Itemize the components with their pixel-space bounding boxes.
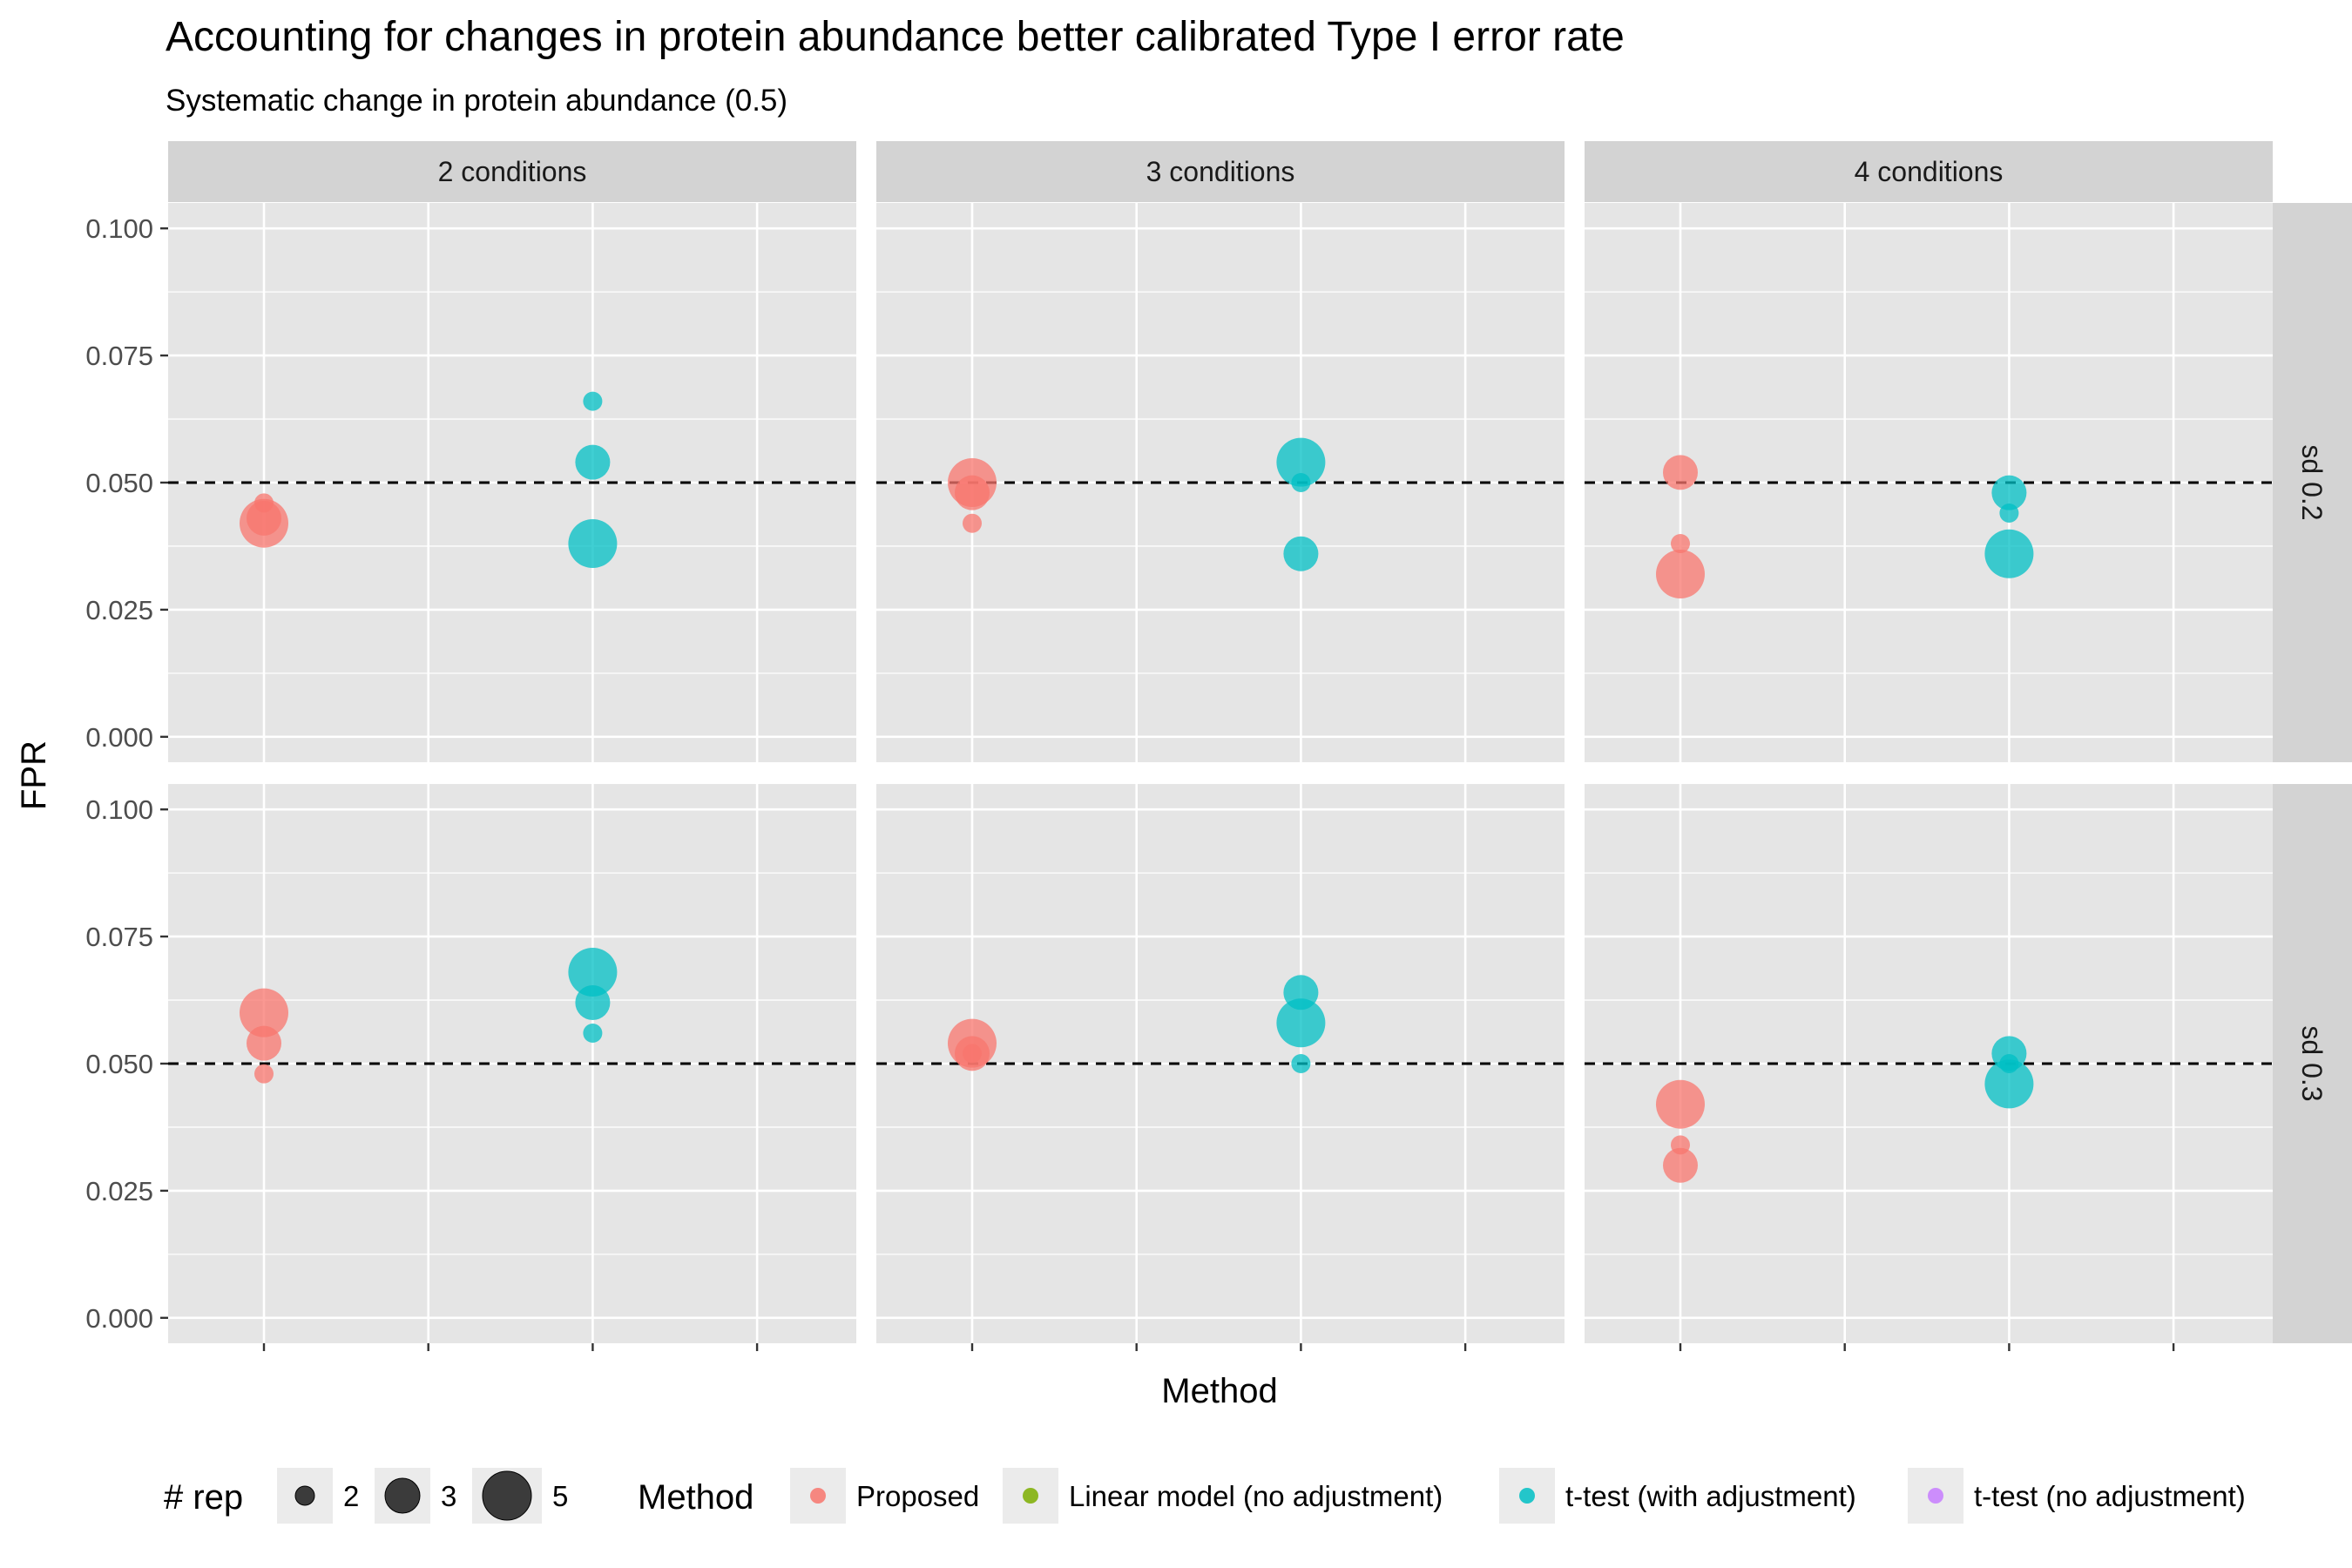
data-point (254, 493, 274, 513)
color-legend-label: Linear model (no adjustment) (1069, 1480, 1443, 1512)
data-point (1276, 437, 1326, 487)
column-strip-label: 4 conditions (1855, 156, 2004, 187)
y-axis: 0.000 0.025 0.050 0.075 0.100 0.000 0.025 0.050… (85, 213, 168, 1334)
data-point (575, 444, 611, 480)
row-strip-background (2272, 203, 2352, 762)
data-point (1999, 504, 2019, 524)
row-strip: sd 0.2 (2272, 203, 2352, 762)
facet-panel (1585, 784, 2273, 1343)
size-legend-keys: 2 3 5 (277, 1468, 568, 1524)
color-legend-title: Method (638, 1478, 754, 1517)
color-legend-symbol (1519, 1488, 1535, 1504)
data-point (963, 1044, 982, 1064)
size-legend-title: # rep (164, 1478, 243, 1517)
data-point (583, 391, 603, 411)
facet-panel (876, 203, 1565, 762)
size-legend-item: 3 (375, 1468, 456, 1524)
y-tick-label: 0.025 (85, 595, 153, 625)
color-legend-symbol (810, 1488, 826, 1504)
facet-panel (168, 784, 856, 1343)
y-tick-label: 0.050 (85, 1049, 153, 1079)
data-point (568, 947, 618, 997)
data-point (1656, 1079, 1705, 1129)
size-legend-symbol (482, 1470, 532, 1521)
chart-subtitle: Systematic change in protein abundance (… (166, 84, 787, 118)
color-legend-symbol (1023, 1488, 1038, 1504)
data-point (1291, 473, 1311, 492)
x-axis-title: Method (1161, 1372, 1277, 1410)
size-legend-item: 5 (472, 1468, 568, 1524)
data-point (1671, 1135, 1690, 1155)
data-point (1276, 998, 1326, 1048)
column-strip-background (876, 141, 1565, 202)
color-legend-item: Linear model (no adjustment) (1003, 1468, 1443, 1524)
size-legend-item: 2 (277, 1468, 359, 1524)
y-tick-label: 0.025 (85, 1176, 153, 1206)
data-point (254, 1064, 274, 1084)
data-point (247, 500, 281, 536)
column-strip: 2 conditions (168, 141, 856, 202)
size-legend-label: 3 (441, 1480, 456, 1512)
column-strip: 3 conditions (876, 141, 1565, 202)
row-strip-background (2272, 784, 2352, 1343)
color-legend-item: Proposed (790, 1468, 979, 1524)
color-legend-keys: Proposed Linear model (no adjustment) t-te… (790, 1468, 2246, 1524)
data-point (1663, 455, 1698, 490)
data-point (568, 519, 618, 569)
data-point (240, 988, 288, 1037)
color-legend-item: t-test (with adjustment) (1499, 1468, 1856, 1524)
size-legend-label: 5 (552, 1480, 568, 1512)
column-strip-label: 2 conditions (438, 156, 587, 187)
color-legend-label: t-test (with adjustment) (1565, 1480, 1856, 1512)
y-tick-label: 0.050 (85, 468, 153, 498)
size-legend-label: 2 (343, 1480, 359, 1512)
y-tick-label: 0.075 (85, 922, 153, 952)
data-point (1291, 1054, 1311, 1073)
data-point (1991, 475, 2027, 510)
data-point (1663, 1147, 1698, 1183)
color-legend-symbol (1928, 1488, 1943, 1504)
legend: # rep Method 2 3 5 Proposed Linear model (n… (164, 1468, 2246, 1524)
data-point (583, 1023, 603, 1043)
size-legend-symbol (294, 1485, 315, 1506)
y-tick-label: 0.000 (85, 722, 153, 753)
row-strip: sd 0.3 (2272, 784, 2352, 1343)
y-tick-label: 0.075 (85, 341, 153, 371)
x-axis (262, 1343, 2175, 1351)
facet-panels: 2 conditions 3 conditions 4 conditions sd 0… (85, 141, 2352, 1351)
data-point (575, 984, 611, 1020)
data-point (955, 475, 990, 510)
size-legend-symbol (384, 1477, 421, 1514)
data-point (1283, 536, 1319, 571)
y-axis-title: FPR (15, 740, 53, 810)
data-point (1283, 975, 1319, 1010)
facet-panel (168, 203, 856, 762)
data-point (963, 513, 982, 533)
y-tick-label: 0.100 (85, 213, 153, 244)
data-point (1984, 1059, 2034, 1109)
row-strip-label: sd 0.2 (2296, 444, 2328, 520)
data-point (1671, 534, 1690, 554)
facet-panel (1585, 203, 2273, 762)
facet-panel (876, 784, 1565, 1343)
data-point (1984, 529, 2034, 578)
column-strip-background (168, 141, 856, 202)
data-point (1999, 1054, 2019, 1073)
color-legend-item: t-test (no adjustment) (1908, 1468, 2246, 1524)
color-legend-label: t-test (no adjustment) (1974, 1480, 2246, 1512)
row-strip-label: sd 0.3 (2296, 1025, 2328, 1101)
y-tick-label: 0.000 (85, 1303, 153, 1334)
y-tick-label: 0.100 (85, 794, 153, 825)
column-strip-label: 3 conditions (1146, 156, 1295, 187)
color-legend-label: Proposed (856, 1480, 979, 1512)
column-strip: 4 conditions (1585, 141, 2273, 202)
data-point (1656, 550, 1705, 599)
column-strip-background (1585, 141, 2273, 202)
chart-title: Accounting for changes in protein abunda… (166, 14, 1625, 60)
data-point (247, 1025, 281, 1061)
